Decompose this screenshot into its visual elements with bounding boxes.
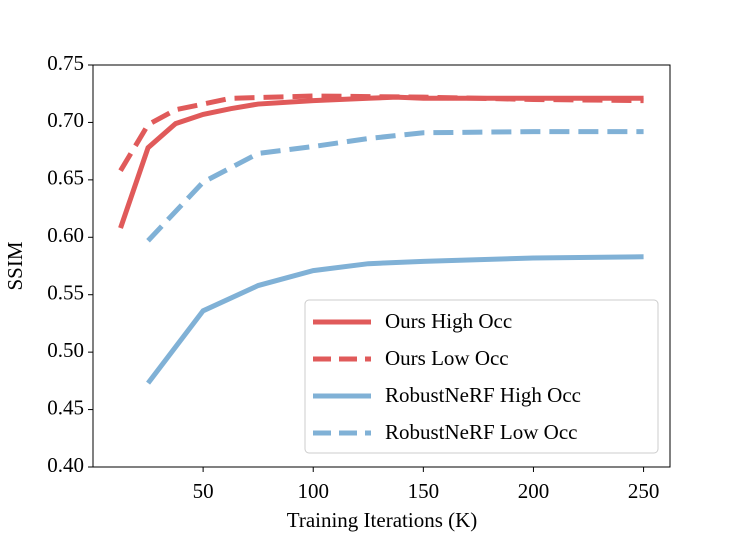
y-axis-label: SSIM [3,241,27,290]
y-tick-label: 0.55 [47,281,84,305]
series-line [118,94,644,229]
legend-label: RobustNeRF High Occ [385,383,581,407]
y-tick-label: 0.40 [47,453,84,477]
y-tick-label: 0.45 [47,395,84,419]
y-tick-label: 0.50 [47,338,84,362]
legend-label: Ours Low Occ [385,346,509,370]
y-tick-label: 0.65 [47,166,84,190]
series-line [118,93,644,172]
x-tick-label: 200 [518,479,550,503]
x-tick-label: 50 [193,479,214,503]
x-tick-label: 250 [628,479,660,503]
y-tick-label: 0.75 [47,51,84,75]
y-tick-label: 0.70 [47,108,84,132]
y-tick-label: 0.60 [47,223,84,247]
x-tick-label: 100 [297,479,329,503]
legend-box [304,299,659,454]
plot-frame [92,64,671,468]
series-line [146,129,644,243]
legend-label: Ours High Occ [385,309,512,333]
x-tick-label: 150 [408,479,440,503]
series-line [146,254,644,385]
x-axis-label: Training Iterations (K) [287,508,478,532]
legend-label: RobustNeRF Low Occ [385,420,578,444]
